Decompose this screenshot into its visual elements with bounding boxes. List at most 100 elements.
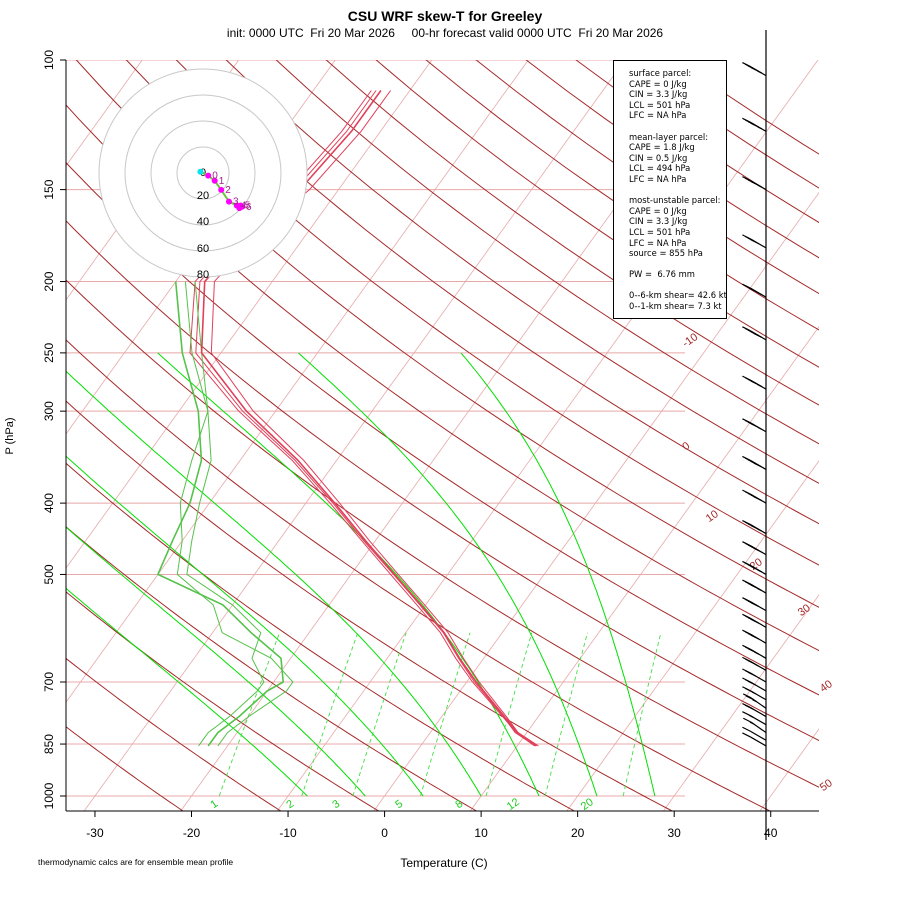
wind-barb-half-feather xyxy=(754,651,760,655)
stats-line: LCL = 501 hPa xyxy=(629,99,691,110)
wind-barb-feather xyxy=(742,717,752,723)
wind-barb-half-feather xyxy=(748,714,754,718)
y-tick-label: 300 xyxy=(42,401,56,421)
wind-barb xyxy=(742,686,767,701)
wind-barb-feather xyxy=(747,671,757,677)
wind-barb-feather xyxy=(750,618,760,624)
wind-barb-feather xyxy=(750,122,760,128)
wind-barb xyxy=(742,711,767,726)
wind-barb-half-feather xyxy=(752,699,757,703)
moist-adiabat xyxy=(298,352,598,797)
isotherm-label: 50 xyxy=(818,777,835,794)
hodograph-point-label: 6 xyxy=(246,202,252,213)
wind-barb-feather xyxy=(742,711,751,717)
wind-barb-half-feather xyxy=(749,721,755,725)
wind-barb-feather xyxy=(753,496,762,502)
wind-barb xyxy=(742,234,767,249)
dry-adiabat xyxy=(66,220,819,742)
y-tick-label: 700 xyxy=(42,672,56,692)
moist-adiabat xyxy=(460,352,656,797)
wind-barb-feather xyxy=(750,601,760,608)
wind-barb xyxy=(742,560,767,575)
moist-adiabat xyxy=(66,370,482,797)
isotherm-label: 30 xyxy=(796,602,813,619)
mixing-ratio-label: 12 xyxy=(505,796,522,813)
dry-adiabat xyxy=(225,60,819,484)
dry-adiabat xyxy=(275,60,819,445)
y-tick-label: 400 xyxy=(42,493,56,513)
wind-barb-feather xyxy=(750,423,760,429)
x-axis-label: Temperature (C) xyxy=(400,856,487,870)
chart-title: CSU WRF skew-T for Greeley xyxy=(348,8,543,24)
dry-adiabat xyxy=(125,60,819,566)
wind-barb xyxy=(742,656,767,671)
dry-adiabat xyxy=(375,60,819,368)
mean-layer-parcel-block: mean-layer parcel: CAPE = 1.8 J/kg CIN =… xyxy=(629,132,722,185)
isotherm-line xyxy=(469,326,819,811)
stats-line: LFC = NA hPa xyxy=(629,110,687,121)
isotherm-line xyxy=(66,60,529,703)
wind-barb-feather xyxy=(750,239,760,245)
wind-barb-feather xyxy=(742,726,751,732)
x-tick-label: 40 xyxy=(764,826,778,840)
ensemble-dewpoint-trace xyxy=(176,281,294,747)
moist-adiabat xyxy=(66,526,366,797)
stats-line: CAPE = 0 J/kg xyxy=(629,78,687,89)
dry-adiabat xyxy=(66,161,819,696)
wind-barb xyxy=(742,283,767,298)
hodograph-ring-label: 20 xyxy=(197,190,209,202)
dry-adiabat xyxy=(66,104,819,652)
wind-barb-feather xyxy=(750,288,760,294)
moist-adiabat xyxy=(66,455,424,797)
wind-barb xyxy=(742,418,767,433)
hodograph-ring-label: 60 xyxy=(197,243,209,255)
wind-barb xyxy=(742,375,767,390)
isotherm-label: 40 xyxy=(818,678,835,695)
y-axis-label: P (hPa) xyxy=(4,417,16,454)
wind-barb-feather xyxy=(753,462,762,468)
isotherm-label: 10 xyxy=(704,508,721,525)
surface-parcel-block: surface parcel: CAPE = 0 J/kg CIN = 3.3 … xyxy=(629,68,722,121)
x-tick-label: -10 xyxy=(279,826,297,840)
hodograph-point-label: 2 xyxy=(225,185,231,196)
wind-barbs xyxy=(742,30,767,840)
wind-barb xyxy=(742,541,767,556)
isotherm-line xyxy=(66,60,143,167)
stats-line: mean-layer parcel: xyxy=(629,131,709,142)
wind-barb-half-feather xyxy=(757,528,762,532)
y-tick-label: 850 xyxy=(42,734,56,754)
wind-barb xyxy=(742,668,767,683)
isotherm-line xyxy=(566,460,819,811)
wind-barb-shaft xyxy=(750,730,767,741)
footnote: thermodynamic calcs are for ensemble mea… xyxy=(38,857,233,867)
x-tick-label: -30 xyxy=(86,826,104,840)
dry-adiabat xyxy=(66,591,380,811)
hodograph-point-label: 4 xyxy=(241,201,247,212)
wind-barb-feather xyxy=(742,732,751,738)
wind-barb-feather xyxy=(750,565,760,571)
dry-adiabat xyxy=(75,60,819,608)
x-tick-label: 0 xyxy=(381,826,388,840)
hodograph: 0204060800123456 xyxy=(98,68,308,281)
hodograph-point xyxy=(226,198,232,205)
wind-barb-feather xyxy=(747,660,757,666)
hodograph-point xyxy=(236,205,243,212)
wind-barb xyxy=(742,597,767,612)
x-tick-label: 30 xyxy=(668,826,682,840)
hodograph-ring xyxy=(150,120,256,226)
hodograph-ring xyxy=(176,146,230,200)
wind-barb-half-feather xyxy=(757,569,762,573)
stats-line: LFC = NA hPa xyxy=(629,173,687,184)
wind-barb xyxy=(742,703,767,718)
wind-barb xyxy=(742,489,767,504)
mixing-ratio-line xyxy=(622,632,662,797)
hodograph-point xyxy=(197,168,204,175)
hodograph-point xyxy=(218,186,225,193)
isotherm-line xyxy=(276,60,819,811)
wind-barb-half-feather xyxy=(757,184,762,188)
wind-barb-half-feather xyxy=(754,663,760,667)
dry-adiabat xyxy=(66,657,282,811)
isotherm-line xyxy=(373,191,819,811)
dry-adiabat xyxy=(66,726,184,811)
